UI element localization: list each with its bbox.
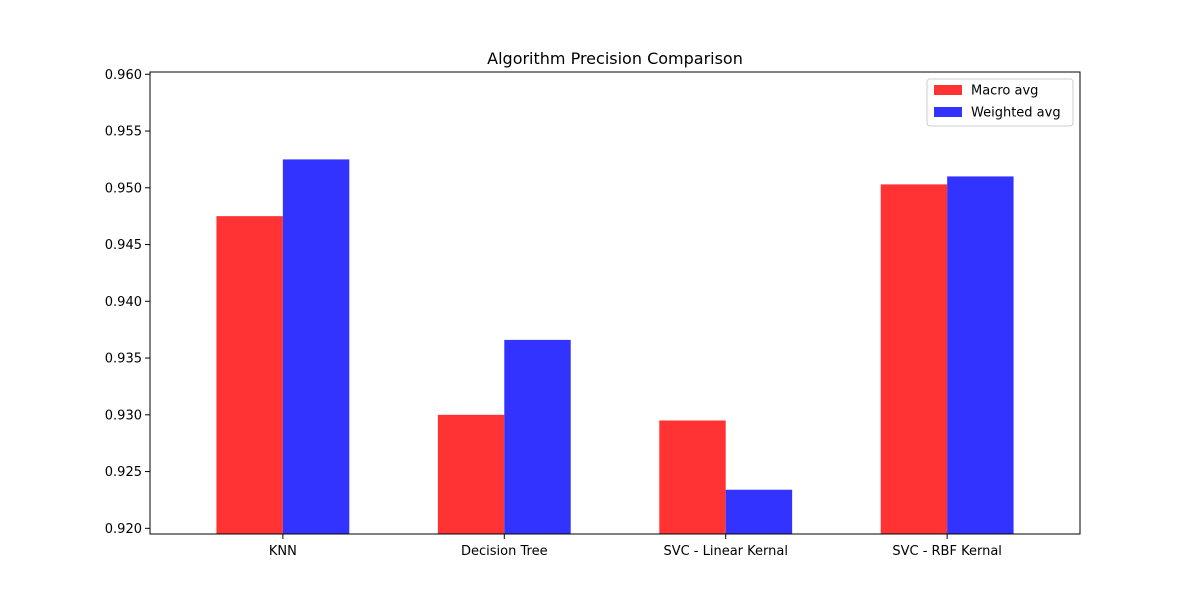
plot-frame: [149, 71, 1081, 535]
x-tick-label: SVC - RBF Kernal: [892, 544, 1002, 559]
legend-label-macro: Macro avg: [971, 84, 1038, 99]
y-tick-label: 0.945: [105, 238, 142, 253]
bar-macro-1: [437, 414, 505, 534]
bar-weighted-3: [947, 176, 1014, 534]
y-tick-label: 0.940: [105, 295, 142, 310]
legend-box: [926, 78, 1074, 127]
y-tick-label: 0.930: [105, 408, 142, 423]
legend-label-weighted: Weighted avg: [971, 106, 1061, 121]
y-tick-label: 0.960: [105, 68, 142, 83]
y-tick-label: 0.955: [105, 125, 142, 140]
y-tick-label: 0.925: [105, 465, 142, 480]
bar-macro-3: [880, 184, 948, 534]
legend-swatch-macro: [934, 85, 962, 95]
legend-swatch-weighted: [934, 107, 962, 117]
y-tick-label: 0.950: [105, 181, 142, 196]
x-axis: KNN Decision Tree SVC - Linear Kernal SVC -…: [269, 534, 1002, 559]
bar-macro-2: [659, 420, 726, 534]
bar-weighted-1: [504, 339, 571, 534]
y-axis: 0.920 0.925 0.930 0.935 0.940 0.945 0.950 0.955…: [105, 68, 150, 537]
x-tick-label: Decision Tree: [461, 544, 548, 559]
bars-layer: [216, 159, 1014, 534]
bar-weighted-2: [725, 489, 793, 534]
x-tick-label: SVC - Linear Kernal: [663, 544, 788, 559]
x-tick-label: KNN: [269, 544, 297, 559]
bar-weighted-0: [282, 159, 350, 534]
chart-title: Algorithm Precision Comparison: [487, 49, 743, 68]
y-tick-label: 0.920: [105, 522, 142, 537]
y-tick-label: 0.935: [105, 352, 142, 367]
legend: Macro avg Weighted avg: [926, 78, 1074, 127]
bar-macro-0: [216, 216, 283, 534]
